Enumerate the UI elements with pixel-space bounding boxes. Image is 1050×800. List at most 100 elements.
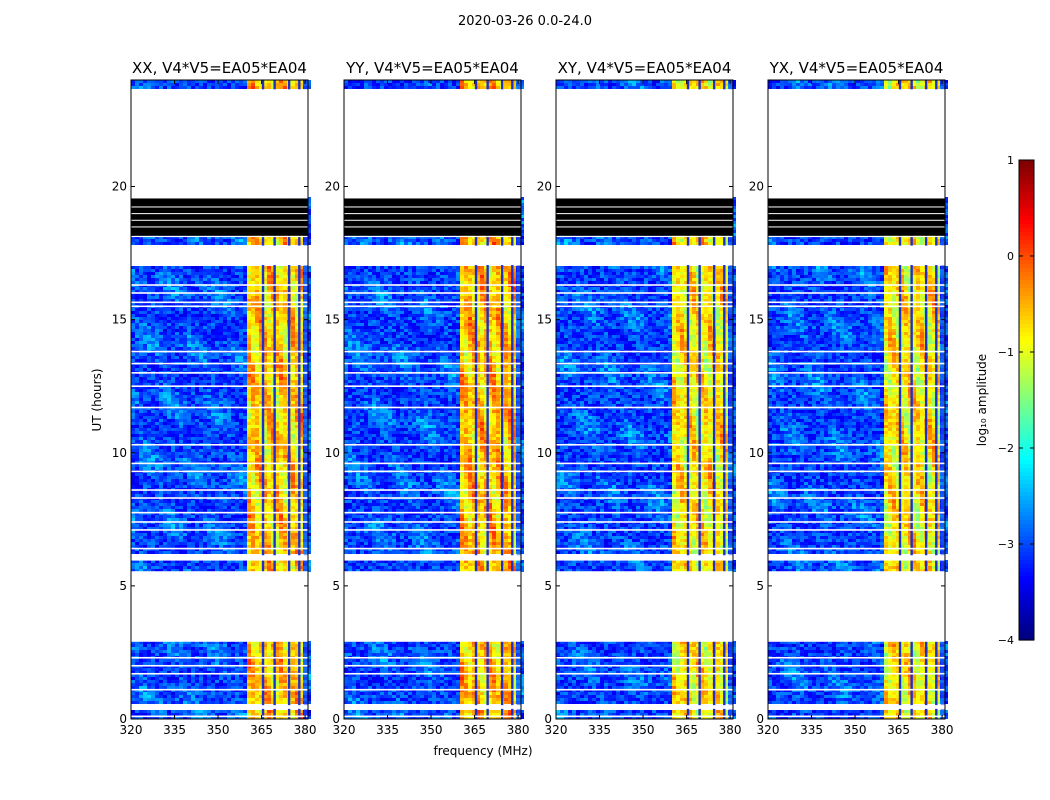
saturated-separator [131,226,308,227]
data-gap [344,571,521,642]
colorbar-label: log₁₀ amplitude [975,354,989,446]
x-tick-label: 380 [719,723,742,737]
flag-line [344,497,521,499]
data-gap [556,246,733,265]
saturated-separator [556,226,733,227]
saturated-separator [344,206,521,207]
colorbar-tick-label: 1 [1007,154,1014,167]
x-tick-label: 335 [376,723,399,737]
flag-line [131,292,308,294]
flag-line [556,497,733,499]
y-tick-label: 10 [325,446,340,460]
flag-line [768,471,945,473]
flag-line [131,351,308,353]
flag-line [768,284,945,286]
flag-line [556,548,733,550]
colorbar: 10−1−2−3−4 [998,154,1034,647]
flag-line [556,463,733,465]
data-gap [131,555,308,560]
flag-line [131,521,308,523]
flag-line [556,351,733,353]
flag-line [344,292,521,294]
colorbar-tick-label: −1 [998,346,1014,359]
flag-line [768,657,945,659]
x-tick-label: 365 [675,723,698,737]
y-tick-label: 15 [749,313,764,327]
flag-line [131,716,308,718]
flag-line [768,497,945,499]
flag-line [344,689,521,691]
flag-line [768,673,945,675]
flag-line [768,463,945,465]
data-gap [768,705,945,709]
data-gap [556,555,733,560]
flag-line [344,372,521,374]
x-tick-label: 365 [887,723,910,737]
y-tick-label: 15 [112,313,127,327]
x-tick-label: 365 [463,723,486,737]
panel-title: XY, V4*V5=EA05*EA04 [558,59,732,77]
flag-line [768,689,945,691]
flag-line [768,716,945,718]
flag-line [556,372,733,374]
flag-line [768,292,945,294]
flag-line [131,302,308,304]
saturated-separator [131,206,308,207]
saturated-block [556,198,733,235]
colorbar-tick-label: −2 [998,442,1014,455]
y-tick-label: 20 [749,180,764,194]
data-gap [131,89,308,198]
data-gap [344,236,521,237]
flag-line [344,665,521,667]
x-tick-label: 350 [632,723,655,737]
saturated-separator [768,220,945,221]
flag-line [344,716,521,718]
panel-title: YY, V4*V5=EA05*EA04 [345,59,519,77]
x-tick-label: 350 [420,723,443,737]
y-tick-label: 5 [119,579,127,593]
x-axis-label: frequency (MHz) [433,744,532,758]
flag-line [556,292,733,294]
flag-line [344,444,521,446]
colorbar-tick-label: −3 [998,538,1014,551]
flag-line [556,306,733,308]
saturated-separator [556,206,733,207]
flag-line [131,471,308,473]
saturated-separator [344,226,521,227]
flag-line [768,548,945,550]
saturated-separator [768,206,945,207]
data-gap [556,236,733,237]
x-tick-label: 335 [800,723,823,737]
flag-line [131,444,308,446]
flag-line [344,385,521,387]
flag-line [768,665,945,667]
y-tick-label: 20 [112,180,127,194]
saturated-separator [131,213,308,214]
saturated-separator [344,220,521,221]
flag-line [131,512,308,514]
x-tick-label: 350 [844,723,867,737]
saturated-separator [556,220,733,221]
flag-line [768,306,945,308]
flag-line [131,385,308,387]
flag-line [131,407,308,409]
x-tick-label: 380 [294,723,317,737]
x-tick-label: 335 [588,723,611,737]
flag-line [131,284,308,286]
flag-line [344,548,521,550]
flag-line [556,471,733,473]
y-tick-label: 5 [544,579,552,593]
flag-line [768,372,945,374]
x-tick-label: 350 [207,723,230,737]
flag-line [131,673,308,675]
flag-line [768,302,945,304]
y-tick-label: 0 [332,712,340,726]
y-tick-label: 5 [332,579,340,593]
saturated-separator [768,226,945,227]
data-gap [556,571,733,642]
flag-line [768,444,945,446]
flag-line [556,716,733,718]
